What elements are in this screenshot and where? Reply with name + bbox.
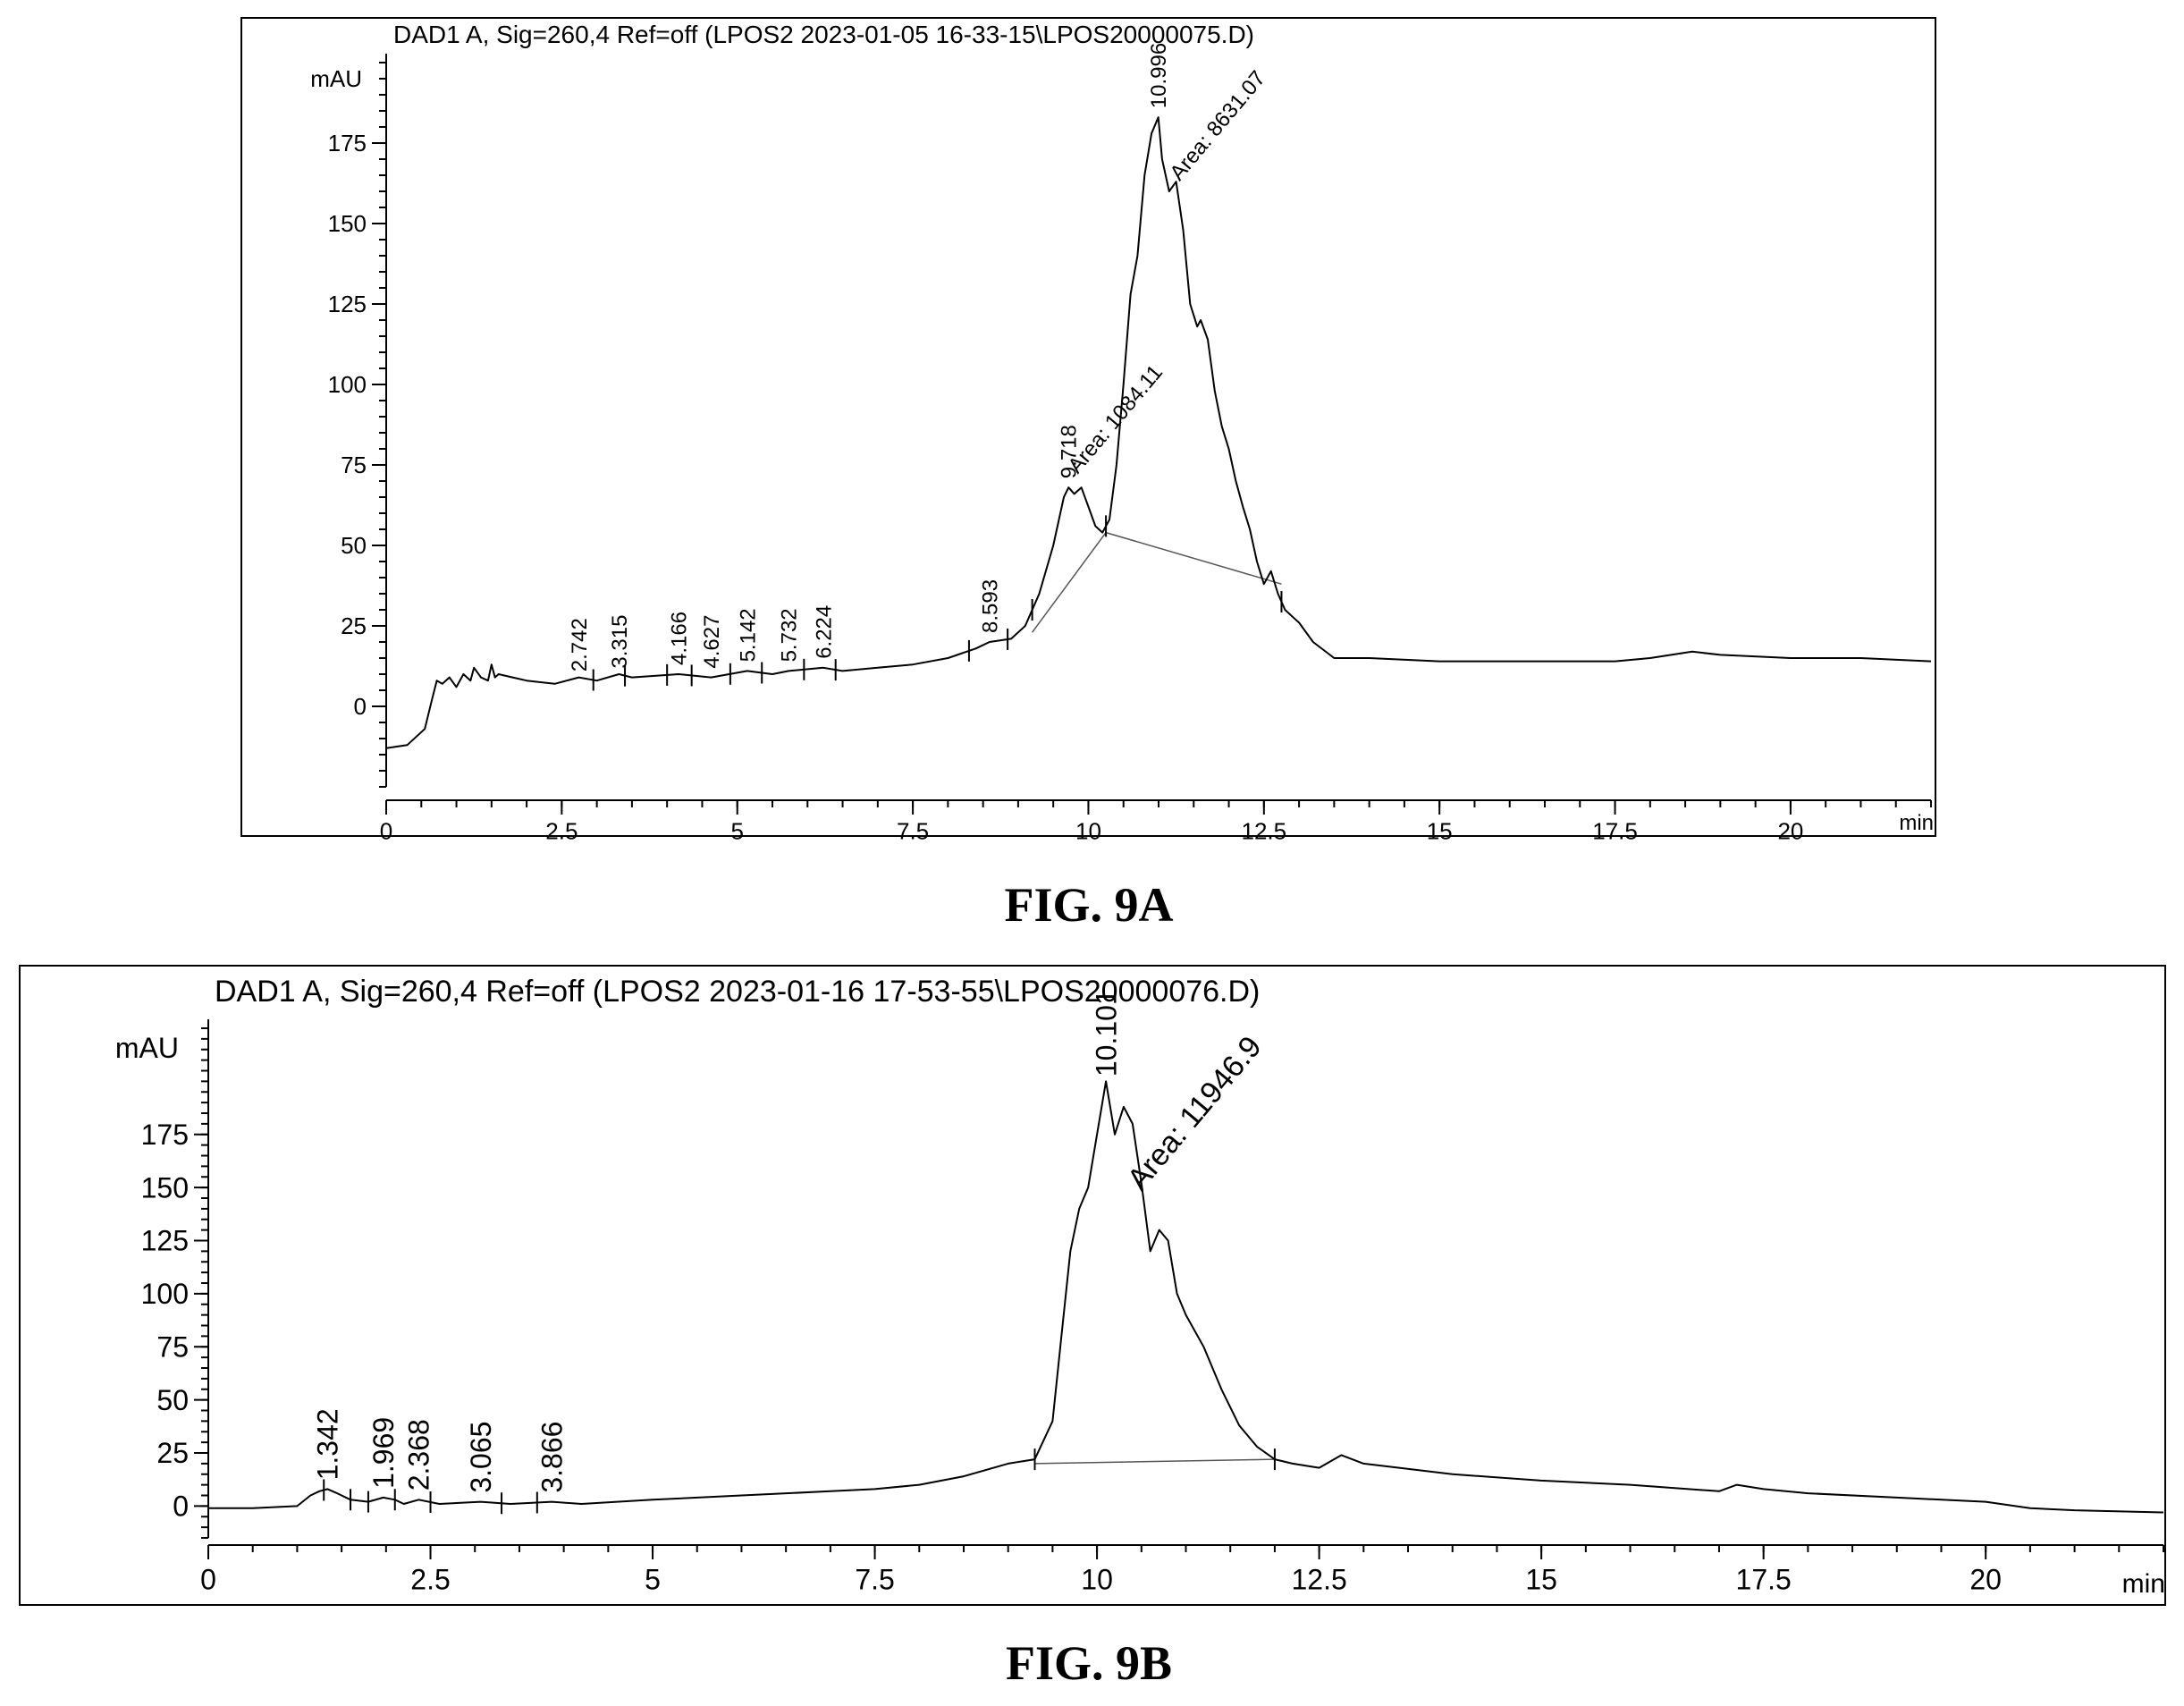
area-annotation: Area: 8631.07 [1165,66,1270,185]
y-tick-label: 100 [328,371,367,398]
chart-frame [240,17,1936,837]
x-tick-label: 17.5 [1592,817,1638,844]
y-tick-label: 75 [341,452,367,478]
x-tick-label: 10 [1075,817,1101,844]
y-tick-label: 25 [341,612,367,639]
area-annotation: Area: 11946.9 [1121,1030,1269,1196]
peak-label: 2.742 [568,618,592,671]
figure-caption: FIG. 9B [1006,1636,1172,1690]
integration-baseline [1032,532,1107,633]
peak-label: 9.718 [1058,425,1082,478]
x-tick-label: 20 [1969,1564,2002,1596]
x-tick-label: 2.5 [545,817,578,844]
area-annotation: Area: 1084.11 [1064,360,1168,478]
y-tick-label: 175 [328,130,367,156]
chart-frame [19,965,2166,1606]
figure-caption: FIG. 9A [1005,878,1174,932]
peak-label: 10.101 [1090,989,1122,1077]
signal-trace-layer [385,116,1932,749]
axes-layer: 0 25 50 75 100 125 150 175 0 2.5 5 7.5 10 12.5 15 17.5 2… [141,1019,2164,1596]
integration-baselines [592,515,1283,691]
x-tick-label: 12.5 [1291,1564,1346,1596]
y-tick-label: 150 [328,210,367,237]
chromatogram-panel-a: DAD1 A, Sig=260,4 Ref=off (LPOS2 2023-01… [240,17,1936,932]
peak-labels-layer: 2.742 3.315 4.166 4.627 5.142 5.732 6.224 8.593… [568,43,1270,671]
y-tick-label: 75 [156,1330,189,1363]
x-tick-label: 0 [380,817,392,844]
x-tick-label: 15 [1427,817,1453,844]
x-tick-label: 0 [200,1564,216,1596]
x-tick-label: 5 [645,1564,661,1596]
peak-label: 10.996 [1147,43,1171,108]
x-tick-label: 12.5 [1242,817,1287,844]
x-axis-label: min [1899,811,1934,835]
peak-label: 1.342 [312,1408,344,1480]
x-tick-label: 5 [730,817,743,844]
y-tick-label: 25 [156,1437,189,1469]
y-tick-label: 125 [141,1225,189,1257]
peak-label: 1.969 [367,1417,400,1489]
x-tick-label: 17.5 [1736,1564,1792,1596]
peak-label: 5.142 [736,608,760,662]
y-tick-label: 50 [341,532,367,559]
y-tick-label: 125 [328,291,367,317]
x-tick-label: 7.5 [855,1564,894,1596]
peak-label: 3.065 [465,1422,497,1493]
y-tick-label: 175 [141,1119,189,1151]
y-axis-label: mAU [115,1032,179,1064]
x-tick-label: 7.5 [897,817,929,844]
peak-label: 4.627 [700,615,724,669]
peak-label: 3.866 [536,1422,569,1493]
peak-label: 3.315 [608,615,632,669]
y-tick-label: 50 [156,1384,189,1416]
signal-trace [385,116,1932,749]
peak-label: 6.224 [812,605,836,659]
chart-title: DAD1 A, Sig=260,4 Ref=off (LPOS2 2023-01… [215,975,1260,1009]
x-tick-label: 20 [1777,817,1803,844]
peak-label: 8.593 [978,579,1002,633]
peak-label: 5.732 [778,608,802,662]
chart-title: DAD1 A, Sig=260,4 Ref=off (LPOS2 2023-01… [393,21,1254,48]
y-tick-label: 150 [141,1171,189,1203]
x-axis-label: min [2122,1569,2165,1599]
y-tick-label: 100 [141,1278,189,1310]
y-tick-label: 0 [173,1491,189,1523]
y-tick-label: 0 [354,693,367,720]
x-tick-label: 2.5 [410,1564,450,1596]
signal-trace-layer [208,1080,2164,1514]
signal-trace [208,1080,2164,1514]
integration-baseline [1034,1458,1275,1465]
chromatogram-panel-b: DAD1 A, Sig=260,4 Ref=off (LPOS2 2023-01… [19,965,2166,1690]
x-tick-label: 15 [1525,1564,1557,1596]
integration-baseline [1105,531,1282,585]
axes-layer: 0 25 50 75 100 125 150 175 0 2.5 5 7.5 10 12.5 15 17.5 2… [328,54,1932,844]
y-axis-label: mAU [310,65,362,92]
peak-label: 2.368 [403,1419,435,1491]
peak-label: 4.166 [668,612,692,665]
x-tick-label: 10 [1081,1564,1113,1596]
